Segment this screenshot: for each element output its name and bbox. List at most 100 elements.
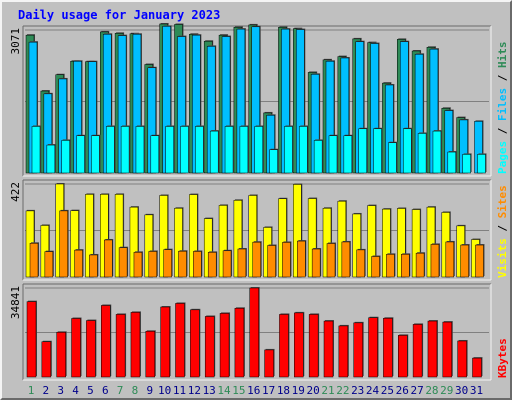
bar-pages-day-1 <box>31 126 41 174</box>
bar-kbytes-day-15 <box>234 308 245 378</box>
legend-files: Files <box>496 88 509 121</box>
bar-kbytes-day-31 <box>472 357 482 378</box>
bar-pages-day-4 <box>76 135 85 174</box>
day-label-31: 31 <box>470 384 483 397</box>
bar-sites-day-22 <box>341 241 351 278</box>
bar-pages-day-19 <box>299 126 308 174</box>
day-label-26: 26 <box>396 384 409 397</box>
bar-sites-day-30 <box>460 244 469 278</box>
bar-pages-day-24 <box>373 128 382 174</box>
legend-hits: Hits <box>496 42 509 69</box>
day-label-29: 29 <box>440 384 453 397</box>
day-label-10: 10 <box>158 384 171 397</box>
day-label-4: 4 <box>72 384 79 397</box>
bar-pages-day-6 <box>106 126 115 174</box>
bar-sites-day-15 <box>237 248 247 278</box>
day-label-21: 21 <box>321 384 334 397</box>
bar-sites-day-13 <box>207 252 217 278</box>
bar-kbytes-day-7 <box>115 314 126 378</box>
day-label-24: 24 <box>366 384 380 397</box>
bar-sites-day-28 <box>430 244 440 278</box>
bar-kbytes-day-6 <box>101 305 111 378</box>
bar-sites-day-11 <box>178 250 187 278</box>
bar-pages-day-9 <box>150 135 160 174</box>
day-label-28: 28 <box>425 384 438 397</box>
bars-hits-files-pages <box>25 22 487 174</box>
day-label-18: 18 <box>277 384 290 397</box>
day-label-3: 3 <box>57 384 64 397</box>
legend-separator: / <box>496 121 509 141</box>
bar-pages-day-27 <box>417 133 427 174</box>
bar-kbytes-day-8 <box>130 312 141 378</box>
panel-visits-sites: 422 Visits / Sites <box>9 179 509 281</box>
day-label-14: 14 <box>217 384 231 397</box>
bar-kbytes-day-2 <box>41 341 52 378</box>
bar-kbytes-day-16 <box>249 287 259 378</box>
bar-sites-day-16 <box>252 241 261 278</box>
bar-pages-day-29 <box>447 151 457 174</box>
bar-sites-day-3 <box>59 210 68 278</box>
bar-pages-day-12 <box>195 126 204 174</box>
x-axis-day-labels: 1 2 3 4 5 6 7 8 9 10 11 12 13 14 15 16 17 18 19 20 21 22 23 24 2… <box>28 384 483 397</box>
bar-kbytes-day-23 <box>353 322 363 378</box>
bar-kbytes-day-12 <box>190 309 200 378</box>
day-label-2: 2 <box>43 384 50 397</box>
legend-kbytes: KBytes <box>496 338 509 378</box>
bar-pages-day-21 <box>328 135 338 174</box>
bar-sites-day-18 <box>282 242 291 278</box>
bar-pages-day-14 <box>224 126 234 174</box>
day-label-22: 22 <box>336 384 349 397</box>
day-label-8: 8 <box>132 384 139 397</box>
bar-sites-day-26 <box>401 254 410 278</box>
panel-kbytes: 34841 KBytes <box>9 283 509 381</box>
bar-sites-day-24 <box>371 256 380 278</box>
bar-kbytes-day-19 <box>294 312 304 378</box>
bar-pages-day-25 <box>388 142 397 174</box>
legend-text: Visits / Sites <box>496 185 509 278</box>
bar-pages-day-23 <box>358 128 367 174</box>
bar-kbytes-day-11 <box>175 303 185 378</box>
bar-kbytes-day-26 <box>398 335 408 378</box>
y-axis-max-label: 34841 <box>9 286 22 319</box>
chart-panels: 3071 Pages / Files / Hits 422 Visits / Site… <box>9 22 509 381</box>
bar-kbytes-day-1 <box>26 301 37 378</box>
legend-visits: Visits <box>496 238 509 278</box>
bar-pages-day-31 <box>477 154 486 174</box>
day-label-19: 19 <box>292 384 305 397</box>
bar-pages-day-26 <box>403 128 412 174</box>
day-label-5: 5 <box>87 384 94 397</box>
bar-pages-day-16 <box>254 126 263 174</box>
bar-sites-day-5 <box>89 254 98 278</box>
bar-kbytes-day-28 <box>427 320 438 378</box>
bar-kbytes-day-13 <box>204 316 215 378</box>
day-label-25: 25 <box>381 384 394 397</box>
bar-sites-day-7 <box>118 247 128 278</box>
bar-kbytes-day-24 <box>368 317 378 378</box>
day-label-9: 9 <box>146 384 153 397</box>
bar-sites-day-6 <box>104 239 113 278</box>
bar-sites-day-17 <box>267 245 276 278</box>
bar-sites-day-9 <box>148 251 158 278</box>
day-label-20: 20 <box>307 384 320 397</box>
bar-pages-day-7 <box>120 126 130 174</box>
bar-kbytes-day-14 <box>219 313 230 378</box>
bar-pages-day-20 <box>313 140 323 174</box>
bar-pages-day-8 <box>135 126 145 174</box>
bar-pages-day-18 <box>284 126 293 174</box>
day-label-11: 11 <box>173 384 186 397</box>
legend-visits-sites: Visits / Sites <box>496 185 509 278</box>
legend-text: Pages / Files / Hits <box>496 42 509 175</box>
bar-kbytes-day-18 <box>279 314 289 378</box>
bar-kbytes-day-5 <box>86 320 96 378</box>
legend-hits-files-pages: Pages / Files / Hits <box>496 42 509 175</box>
bar-pages-day-5 <box>91 135 100 174</box>
bar-kbytes-day-27 <box>412 324 423 378</box>
y-axis-max-label: 422 <box>9 182 22 202</box>
bar-pages-day-17 <box>269 149 278 174</box>
bar-kbytes-day-20 <box>308 314 319 378</box>
bar-kbytes-day-9 <box>145 331 156 378</box>
bar-kbytes-day-30 <box>457 340 467 378</box>
bar-sites-day-25 <box>386 254 395 278</box>
